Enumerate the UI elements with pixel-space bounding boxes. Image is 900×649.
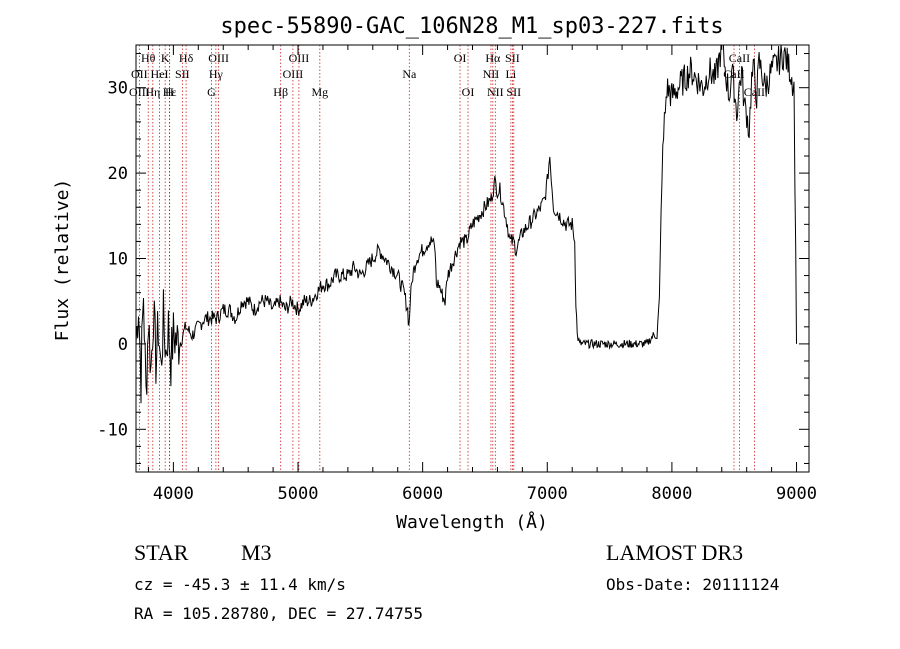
line-label: OII xyxy=(131,67,148,81)
line-label: OIII xyxy=(208,51,229,65)
line-label: K xyxy=(161,51,170,65)
line-label: Hη xyxy=(145,85,160,99)
line-label: CaII xyxy=(729,51,750,65)
x-tick-label: 7000 xyxy=(527,484,568,504)
line-label: SII xyxy=(175,67,190,81)
line-label: NII xyxy=(483,67,500,81)
x-tick-label: 4000 xyxy=(153,484,194,504)
line-label: Hγ xyxy=(209,67,224,81)
line-label: OIII xyxy=(289,51,310,65)
line-label: OIII xyxy=(283,67,304,81)
line-label: NII xyxy=(487,85,504,99)
chart-title: spec-55890-GAC_106N28_M1_sp03-227.fits xyxy=(220,14,723,39)
object-class: STAR xyxy=(134,540,189,565)
line-label: SII xyxy=(505,51,520,65)
redshift-cz: cz = -45.3 ± 11.4 km/s xyxy=(134,575,346,594)
y-tick-label: 10 xyxy=(108,250,128,270)
line-label: Na xyxy=(402,67,417,81)
spectrum-line xyxy=(135,44,797,404)
line-label: CaII xyxy=(744,85,765,99)
y-tick-label: 20 xyxy=(108,164,128,184)
axis-ticks: 4000 5000 6000 7000 8000 9000 -10 0 10 20 30 xyxy=(97,45,817,504)
line-label: OIII xyxy=(129,85,150,99)
line-label: Hα xyxy=(485,51,501,65)
line-label: G xyxy=(207,85,216,99)
object-subclass: M3 xyxy=(241,540,272,565)
line-label: SII xyxy=(506,85,521,99)
survey-name: LAMOST DR3 xyxy=(606,540,743,565)
y-tick-label: -10 xyxy=(97,420,128,440)
line-label: OI xyxy=(454,51,467,65)
line-label: HeI xyxy=(151,67,169,81)
coordinates: RA = 105.28780, DEC = 27.74755 xyxy=(134,604,423,623)
x-tick-label: 8000 xyxy=(651,484,692,504)
line-label: Mg xyxy=(311,85,328,99)
x-tick-label: 6000 xyxy=(402,484,443,504)
x-tick-label: 5000 xyxy=(278,484,319,504)
line-label: OI xyxy=(462,85,475,99)
plot-frame xyxy=(135,44,810,473)
obs-date: Obs-Date: 20111124 xyxy=(606,575,779,594)
line-label: Li xyxy=(506,67,517,81)
y-tick-label: 0 xyxy=(118,335,128,355)
y-tick-label: 30 xyxy=(108,79,128,99)
y-axis-label: Flux (relative) xyxy=(52,179,73,342)
line-label: Hδ xyxy=(179,51,194,65)
line-label: Hε xyxy=(163,85,177,99)
emission-line-labels: Hθ K Hδ OIII OIII OI Hα SII CaII OII HeI SII Hγ OIII N… xyxy=(129,51,765,99)
emission-line-markers xyxy=(138,45,755,472)
line-label: Hβ xyxy=(273,85,288,99)
line-label: H xyxy=(165,85,174,99)
line-label: Hθ xyxy=(141,51,156,65)
x-tick-label: 9000 xyxy=(776,484,817,504)
x-axis-label: Wavelength (Å) xyxy=(396,511,548,533)
